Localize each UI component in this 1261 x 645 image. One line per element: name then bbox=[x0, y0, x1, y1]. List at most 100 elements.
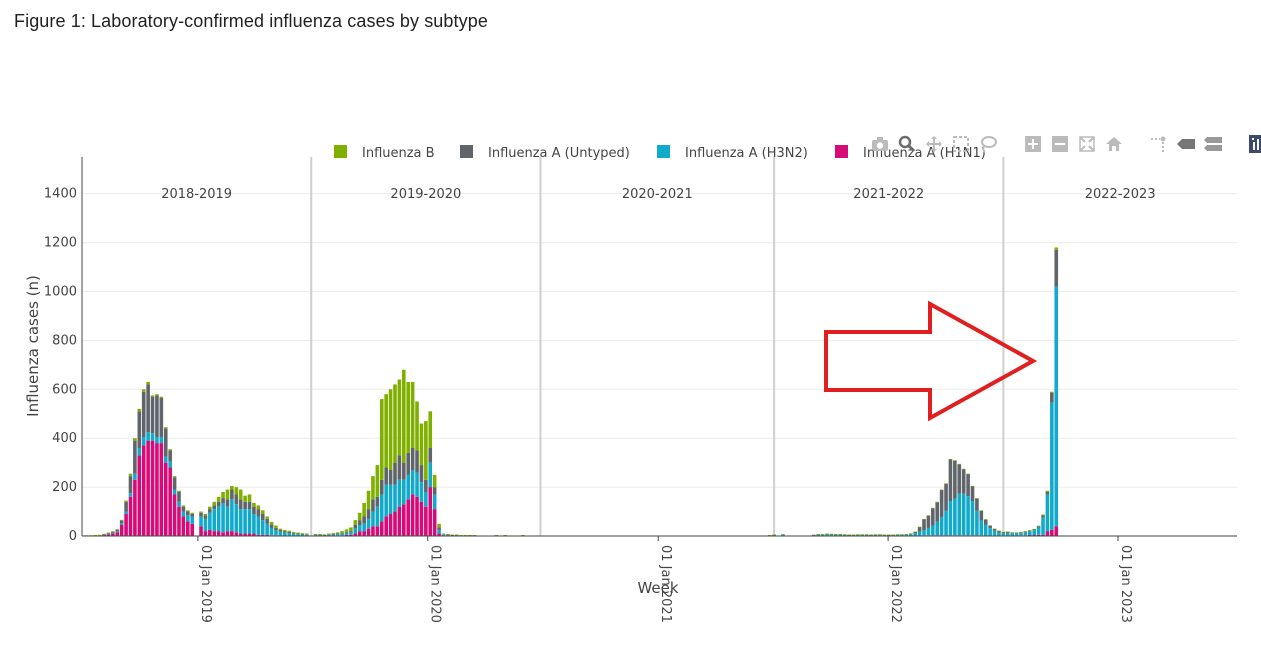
bar-influenza-b bbox=[869, 534, 873, 536]
bar-influenza-a-untyped bbox=[322, 534, 327, 536]
bar-influenza-a-h3n2 bbox=[199, 516, 203, 527]
lasso-icon[interactable] bbox=[976, 134, 999, 154]
bar-influenza-b bbox=[1028, 530, 1032, 531]
bar-influenza-a-untyped bbox=[1014, 532, 1019, 534]
bar-influenza-a-h3n2 bbox=[371, 511, 375, 527]
zoom-in-icon[interactable] bbox=[1021, 134, 1044, 154]
y-tick-label: 1000 bbox=[44, 284, 77, 299]
bar-influenza-b bbox=[230, 485, 234, 490]
bar-influenza-a-h3n2 bbox=[979, 520, 984, 536]
bar-influenza-b bbox=[208, 506, 212, 510]
bar-influenza-b bbox=[159, 396, 164, 398]
bar-influenza-a-untyped bbox=[291, 532, 296, 534]
bar-influenza-a-untyped bbox=[287, 531, 291, 534]
bar-influenza-b bbox=[988, 525, 992, 526]
legend-swatch bbox=[460, 145, 473, 158]
bar-influenza-b bbox=[450, 534, 455, 536]
modebar[interactable] bbox=[868, 133, 1261, 155]
bar-influenza-a-untyped bbox=[252, 506, 256, 514]
legend-item[interactable]: Influenza A (H3N2) bbox=[657, 145, 808, 161]
autoscale-icon[interactable] bbox=[1075, 134, 1098, 154]
bar-influenza-a-h1n1 bbox=[133, 479, 137, 536]
hover-closest-icon[interactable] bbox=[1174, 134, 1197, 154]
bar-influenza-a-h1n1 bbox=[384, 516, 388, 536]
bar-influenza-a-h3n2 bbox=[366, 518, 371, 529]
bar-influenza-a-untyped bbox=[155, 395, 159, 437]
bar-influenza-b bbox=[926, 515, 931, 516]
bar-influenza-a-untyped bbox=[128, 476, 133, 494]
bar-influenza-b bbox=[820, 534, 825, 535]
bar-influenza-b bbox=[441, 533, 446, 535]
legend-item[interactable]: Influenza A (H1N1) bbox=[835, 145, 986, 161]
bar-influenza-b bbox=[1036, 525, 1041, 527]
spike-lines-icon[interactable] bbox=[1147, 134, 1170, 154]
bar-influenza-b bbox=[459, 535, 463, 536]
bar-influenza-a-h1n1 bbox=[1050, 529, 1054, 536]
bar-influenza-a-untyped bbox=[247, 501, 252, 510]
bar-influenza-b bbox=[238, 489, 243, 500]
bar-influenza-a-h3n2 bbox=[274, 530, 278, 536]
bar-influenza-b bbox=[115, 529, 120, 530]
bar-influenza-a-h3n2 bbox=[318, 535, 322, 536]
bar-influenza-a-untyped bbox=[1036, 526, 1041, 528]
bar-influenza-a-untyped bbox=[366, 509, 371, 519]
bar-influenza-b bbox=[371, 476, 375, 500]
box-select-icon[interactable] bbox=[949, 134, 972, 154]
bar-influenza-a-untyped bbox=[203, 515, 208, 519]
bar-influenza-a-h1n1 bbox=[155, 443, 159, 536]
bar-influenza-b bbox=[521, 535, 525, 536]
bar-influenza-b bbox=[419, 423, 424, 466]
bar-influenza-b bbox=[252, 502, 256, 507]
zoom-out-icon[interactable] bbox=[1048, 134, 1071, 154]
bar-influenza-a-untyped bbox=[908, 533, 913, 535]
bar-influenza-a-h1n1 bbox=[402, 504, 406, 536]
bar-influenza-a-untyped bbox=[177, 491, 181, 502]
bar-influenza-a-h3n2 bbox=[208, 512, 212, 530]
bar-influenza-b bbox=[878, 534, 882, 535]
plotly-logo-icon[interactable] bbox=[1246, 134, 1261, 154]
bar-influenza-b bbox=[997, 530, 1001, 532]
bar-influenza-a-untyped bbox=[1023, 531, 1028, 533]
bar-influenza-a-h3n2 bbox=[873, 535, 878, 536]
bar-influenza-a-h3n2 bbox=[379, 494, 384, 522]
bar-influenza-b bbox=[357, 512, 362, 521]
bar-influenza-b bbox=[340, 531, 344, 534]
bar-influenza-a-h1n1 bbox=[137, 455, 142, 536]
bar-influenza-a-untyped bbox=[922, 519, 926, 531]
y-tick-label: 200 bbox=[52, 480, 77, 495]
bar-influenza-a-h1n1 bbox=[371, 526, 375, 536]
bar-influenza-a-untyped bbox=[931, 508, 935, 526]
hover-compare-icon[interactable] bbox=[1201, 134, 1224, 154]
bar-influenza-a-h1n1 bbox=[366, 528, 371, 536]
reset-axes-icon[interactable] bbox=[1102, 134, 1125, 154]
legend-label: Influenza A (Untyped) bbox=[488, 146, 630, 161]
bar-influenza-a-h3n2 bbox=[150, 433, 155, 441]
bar-influenza-a-h3n2 bbox=[961, 493, 966, 536]
bar-influenza-a-untyped bbox=[318, 534, 322, 536]
bar-influenza-a-untyped bbox=[353, 524, 358, 529]
bar-influenza-a-h3n2 bbox=[282, 532, 287, 536]
legend-item[interactable]: Influenza B bbox=[334, 145, 435, 161]
bar-influenza-b bbox=[1005, 531, 1010, 533]
bar-influenza-a-untyped bbox=[225, 499, 230, 507]
bar-influenza-a-h3n2 bbox=[1054, 286, 1059, 527]
bar-influenza-b bbox=[106, 532, 111, 534]
pan-icon[interactable] bbox=[922, 134, 945, 154]
bar-influenza-a-h3n2 bbox=[816, 534, 821, 536]
bar-influenza-a-h3n2 bbox=[1028, 531, 1032, 536]
bar-influenza-a-h3n2 bbox=[397, 479, 402, 507]
bar-influenza-b bbox=[269, 521, 274, 525]
camera-icon[interactable] bbox=[868, 134, 891, 154]
bar-influenza-b bbox=[961, 468, 966, 470]
bar-influenza-b bbox=[851, 534, 856, 536]
bar-influenza-a-h3n2 bbox=[335, 534, 340, 536]
bar-influenza-a-h1n1 bbox=[1036, 534, 1041, 536]
bar-influenza-b bbox=[393, 384, 397, 463]
season-label: 2019-2020 bbox=[390, 187, 461, 202]
legend-item[interactable]: Influenza A (Untyped) bbox=[460, 145, 630, 161]
bar-influenza-b bbox=[305, 533, 309, 535]
zoom-icon[interactable] bbox=[895, 134, 918, 154]
bar-influenza-a-untyped bbox=[150, 396, 155, 434]
legend[interactable]: Influenza B Influenza A (Untyped) Influenz… bbox=[334, 145, 986, 161]
